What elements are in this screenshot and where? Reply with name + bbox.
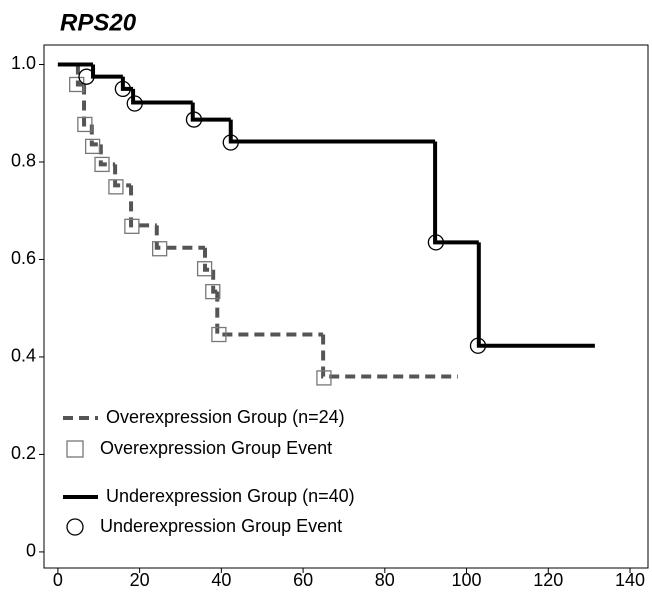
event-marker (114, 80, 132, 98)
legend-label: Underexpression Group (n=40) (106, 486, 355, 506)
survival-step (98, 144, 116, 167)
y-tick-label: 0.2 (11, 443, 36, 463)
x-tick-label: 40 (211, 570, 231, 590)
legend-label: Overexpression Group (n=24) (106, 407, 345, 427)
event-marker (469, 337, 487, 354)
event-marker (77, 116, 93, 133)
event-marker (108, 179, 124, 195)
survival-step (131, 88, 193, 105)
survival-step (129, 185, 157, 228)
event-marker (185, 111, 203, 128)
event-marker (222, 134, 239, 151)
survival-step (75, 64, 85, 87)
survival-step (203, 247, 214, 272)
survival-step (91, 64, 123, 79)
event-marker (78, 68, 95, 85)
event-marker (69, 76, 85, 93)
x-tick-label: 100 (452, 570, 482, 590)
y-tick-label: 0.8 (11, 151, 36, 171)
survival-step (113, 164, 132, 188)
survival-step (154, 225, 206, 250)
survival-step (476, 242, 595, 348)
x-tick-label: 120 (533, 570, 563, 590)
chart-title: RPS20 (60, 9, 137, 36)
event-marker (84, 138, 101, 155)
y-tick-label: 0.4 (11, 346, 36, 366)
x-tick-label: 140 (615, 570, 645, 590)
event-marker (196, 261, 213, 277)
survival-step (190, 102, 231, 122)
survival-step (228, 119, 436, 144)
x-tick-label: 60 (293, 570, 313, 590)
survival-step (433, 141, 479, 245)
event-marker (316, 370, 332, 386)
x-tick-label: 80 (375, 570, 395, 590)
survival-step (215, 291, 324, 337)
legend-symbol (66, 440, 84, 458)
x-tick-label: 20 (130, 570, 150, 590)
survival-step (82, 84, 92, 127)
event-marker (94, 156, 110, 173)
survival-step (211, 269, 218, 294)
survival-step (321, 334, 458, 379)
event-marker (205, 283, 221, 300)
y-tick-label: 1.0 (11, 53, 36, 73)
legend-label: Overexpression Group Event (100, 438, 332, 458)
y-tick-label: 0.6 (11, 248, 36, 268)
event-marker (126, 95, 143, 112)
x-tick-label: 0 (53, 570, 63, 590)
event-marker (124, 218, 140, 234)
y-tick-label: 0 (26, 541, 36, 561)
event-marker (427, 234, 445, 251)
legend-symbol (66, 518, 84, 536)
event-marker (152, 241, 168, 257)
plot-frame (43, 44, 649, 569)
legend-label: Underexpression Group Event (100, 516, 342, 536)
event-marker (211, 326, 227, 343)
